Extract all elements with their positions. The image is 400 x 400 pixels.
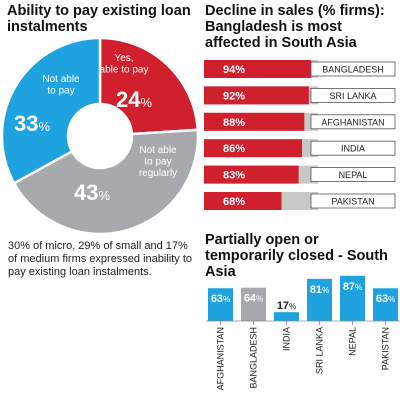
pie-slice-value: 24% bbox=[116, 87, 152, 112]
sales-decline-chart-title: Decline in sales (% firms): Bangladesh i… bbox=[205, 3, 385, 51]
pie-slice-0 bbox=[98, 36, 200, 136]
bar-value-label: 83% bbox=[223, 170, 245, 182]
column-pakistan bbox=[373, 288, 398, 321]
open-closed-column-chart: 63% AFGHANISTAN 64% BANGLADESH 17% INDIA 81% SR… bbox=[206, 275, 400, 390]
bar-value-label: 92% bbox=[223, 90, 245, 102]
country-label: PAKISTAN bbox=[331, 197, 374, 207]
column-category-label: PAKISTAN bbox=[381, 327, 391, 370]
pie-slice-value: 43% bbox=[74, 180, 110, 205]
pie-chart-title: Ability to pay existing loan instalments bbox=[7, 3, 191, 35]
bar-value-label: 94% bbox=[223, 64, 245, 76]
pie-slice-1 bbox=[12, 128, 200, 236]
country-label: INDIA bbox=[341, 144, 365, 154]
pie-slice-label: Not able bbox=[42, 74, 80, 85]
bar-bangladesh bbox=[204, 60, 312, 78]
column-nepal bbox=[340, 275, 365, 321]
pie-chart-caption: 30% of micro, 29% of small and 17% of me… bbox=[8, 240, 193, 278]
column-value-label: 81% bbox=[310, 284, 329, 296]
column-india bbox=[274, 312, 299, 321]
sales-decline-bar-chart: 94% BANGLADESH 92% SRI LANKA 88% AFGHANISTAN 8… bbox=[204, 60, 396, 210]
pie-slice-label: to pay bbox=[47, 86, 74, 97]
country-label-box bbox=[310, 140, 396, 156]
pie-slice-label: to pay bbox=[144, 157, 171, 168]
column-value-label: 63% bbox=[211, 293, 230, 305]
country-label-box bbox=[310, 193, 396, 209]
pie-slice-2 bbox=[0, 36, 102, 185]
column-afghanistan bbox=[208, 288, 233, 321]
column-category-label: BANGLADESH bbox=[249, 327, 259, 389]
country-label-box bbox=[310, 114, 396, 130]
country-label-box bbox=[310, 167, 396, 182]
pie-slice-label: Yes, bbox=[114, 53, 133, 64]
bar-afghanistan bbox=[204, 112, 305, 131]
bar-pakistan bbox=[204, 192, 282, 210]
country-label: AFGHANISTAN bbox=[321, 117, 384, 127]
country-label-box bbox=[310, 88, 396, 103]
column-category-label: INDIA bbox=[282, 327, 292, 351]
pie-slice-label: able to pay bbox=[100, 65, 149, 76]
pie-slice-value: 33% bbox=[14, 111, 50, 136]
column-value-label: 87% bbox=[343, 281, 362, 293]
open-closed-chart-title: Partially open or temporarily closed - S… bbox=[205, 232, 388, 280]
bar-value-label: 86% bbox=[223, 143, 245, 155]
country-label: BANGLADESH bbox=[322, 65, 384, 75]
bar-india bbox=[204, 139, 303, 158]
column-value-label: 17% bbox=[277, 300, 296, 312]
bar-value-label: 68% bbox=[223, 196, 245, 208]
country-label: SRI LANKA bbox=[329, 91, 376, 101]
pie-slice-label: regularly bbox=[139, 168, 177, 179]
pie-slice-label: Not able bbox=[139, 145, 177, 156]
bar-nepal bbox=[204, 165, 299, 184]
column-bangladesh bbox=[241, 287, 266, 321]
country-label-box bbox=[310, 61, 396, 77]
bar-value-label: 88% bbox=[223, 117, 245, 129]
column-sri-lanka bbox=[307, 278, 332, 321]
column-value-label: 64% bbox=[244, 293, 263, 305]
column-category-label: AFGHANISTAN bbox=[216, 327, 226, 390]
country-label: NEPAL bbox=[339, 170, 368, 180]
bar-sri-lanka bbox=[204, 86, 309, 105]
column-category-label: SRI LANKA bbox=[315, 327, 325, 374]
column-value-label: 63% bbox=[376, 293, 395, 305]
column-category-label: NEPAL bbox=[348, 327, 358, 356]
